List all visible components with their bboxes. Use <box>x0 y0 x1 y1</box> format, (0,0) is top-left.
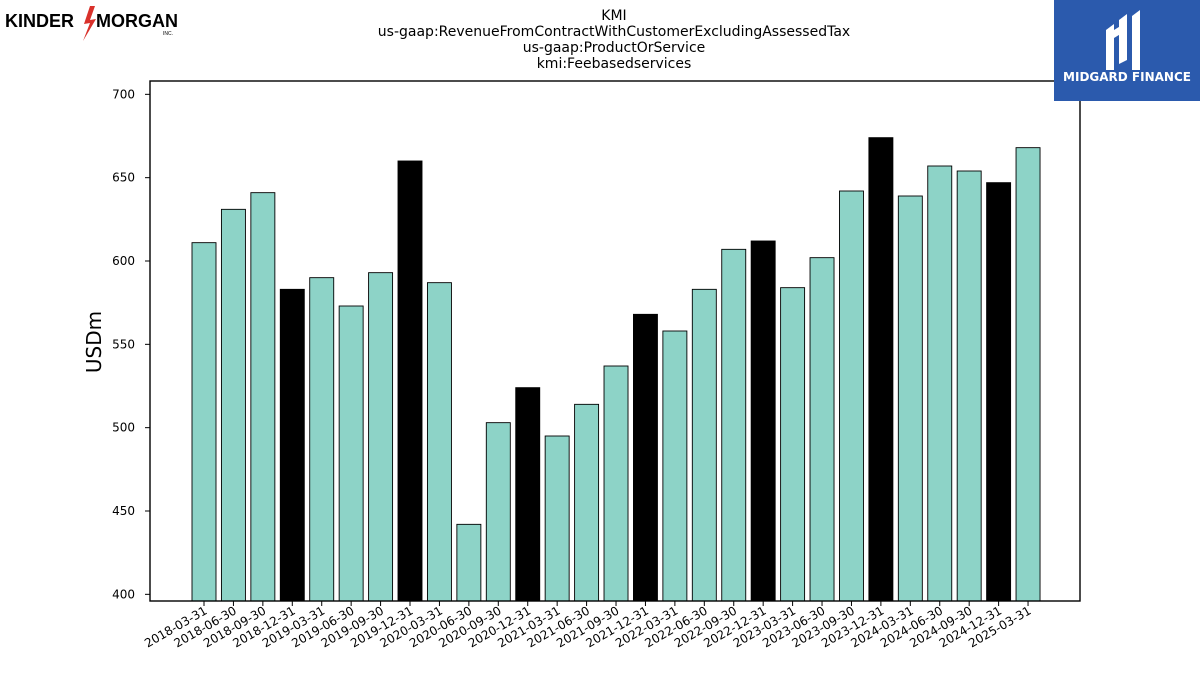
y-tick-label: 650 <box>112 171 135 185</box>
bar-2018-03-31 <box>191 242 217 602</box>
bar-2021-06-30 <box>574 403 600 602</box>
midgard-logo-text: MIDGARD FINANCE <box>1063 70 1191 84</box>
y-tick-label: 450 <box>112 504 135 518</box>
plot-frame <box>149 80 1081 602</box>
y-tick-label: 600 <box>112 254 135 268</box>
bar-2021-09-30 <box>603 365 629 602</box>
bar-2022-09-30 <box>721 248 747 602</box>
bar-2018-06-30 <box>220 208 246 602</box>
bar-2024-12-31 <box>986 182 1012 602</box>
x-axis-ticks: 2018-03-312018-06-302018-09-302018-12-31… <box>142 601 1034 650</box>
bar-2021-12-31 <box>633 313 658 602</box>
bar-2022-06-30 <box>691 288 717 602</box>
bar-2022-03-31 <box>662 330 688 602</box>
bar-2020-12-31 <box>515 387 541 602</box>
y-axis-ticks: 400 450 500 550 600 650 700 <box>112 87 150 601</box>
chart-title-line-4: kmi:Feebasedservices <box>537 56 692 72</box>
y-tick-label: 500 <box>112 421 135 435</box>
bar-2019-12-31 <box>397 160 423 602</box>
midgard-m-icon <box>1106 10 1140 70</box>
bar-2020-06-30 <box>456 523 482 602</box>
lightning-bolt-icon <box>83 6 96 41</box>
bar-2023-06-30 <box>809 257 835 602</box>
bar-2018-12-31 <box>279 288 305 602</box>
bar-2019-03-31 <box>309 277 335 602</box>
bar-2022-12-31 <box>750 240 776 602</box>
midgard-finance-logo: MIDGARD FINANCE <box>1054 0 1200 101</box>
kinder-logo-sub: INC. <box>163 31 173 37</box>
bar-2019-06-30 <box>338 305 364 602</box>
bar-2020-03-31 <box>426 282 452 602</box>
bar-2024-03-31 <box>897 195 923 602</box>
bar-2019-09-30 <box>368 272 394 602</box>
chart-title-line-1: KMI <box>601 8 626 24</box>
y-axis-label: USDm <box>82 311 106 373</box>
chart-title-line-2: us-gaap:RevenueFromContractWithCustomerE… <box>378 24 850 40</box>
bar-2023-12-31 <box>868 137 894 602</box>
midgard-logo-graphic: MIDGARD FINANCE <box>1054 0 1200 101</box>
bar-2024-09-30 <box>956 170 982 602</box>
y-tick-label: 700 <box>112 87 135 101</box>
y-tick-label: 550 <box>112 337 135 351</box>
kinder-logo-left: KINDER <box>5 11 74 31</box>
bar-2023-09-30 <box>839 190 864 602</box>
bar-2024-06-30 <box>927 165 953 602</box>
bar-2021-03-31 <box>544 435 570 602</box>
chart-title: KMI us-gaap:RevenueFromContractWithCusto… <box>378 8 850 72</box>
bar-2020-09-30 <box>485 422 511 602</box>
y-tick-label: 400 <box>112 587 135 601</box>
bar-2025-03-31 <box>1015 147 1041 602</box>
kinder-morgan-logo: KINDER MORGAN INC. <box>5 6 178 41</box>
chart-title-line-3: us-gaap:ProductOrService <box>523 40 706 56</box>
bar-2018-09-30 <box>250 192 276 602</box>
kinder-logo-right: MORGAN <box>96 11 178 31</box>
bars-group <box>191 137 1041 602</box>
bar-2023-03-31 <box>780 287 806 602</box>
